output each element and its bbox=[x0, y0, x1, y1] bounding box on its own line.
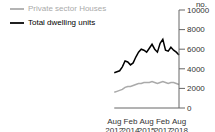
svg-text:8000: 8000 bbox=[187, 25, 205, 34]
svg-text:Aug2018: Aug2018 bbox=[170, 117, 188, 132]
svg-text:10000: 10000 bbox=[187, 6, 207, 15]
svg-text:0: 0 bbox=[187, 104, 192, 113]
svg-text:2000: 2000 bbox=[187, 84, 205, 93]
svg-text:6000: 6000 bbox=[187, 45, 205, 54]
svg-text:4000: 4000 bbox=[187, 65, 205, 74]
